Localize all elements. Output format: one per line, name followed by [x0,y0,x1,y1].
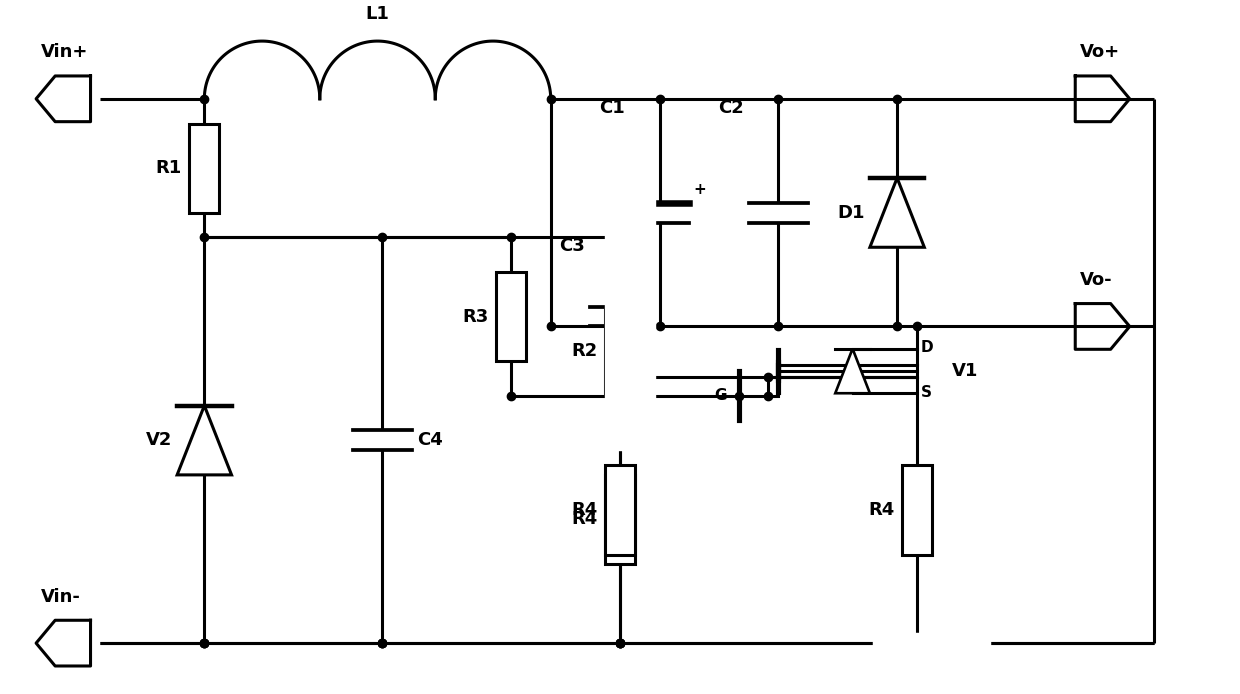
Text: V2: V2 [146,431,172,449]
Text: S: S [921,385,931,400]
Text: R3: R3 [463,307,489,325]
Bar [605,307,635,396]
Polygon shape [836,348,870,393]
Text: G: G [714,388,727,403]
Text: R4: R4 [570,510,598,528]
Text: R1: R1 [155,159,181,177]
Text: C2: C2 [718,99,744,117]
Text: +: + [693,182,706,197]
Text: Vo-: Vo- [1080,271,1112,289]
Polygon shape [177,405,232,475]
Text: Vin+: Vin+ [41,43,88,61]
Text: R4: R4 [570,501,598,519]
Bar [605,475,635,564]
Text: D: D [921,340,934,355]
Text: R2: R2 [570,342,598,360]
Text: Vin-: Vin- [41,588,81,606]
Text: Vo+: Vo+ [1080,43,1120,61]
Text: D1: D1 [837,203,866,221]
Bar [901,466,931,555]
Bar [496,272,526,361]
Bar [605,114,655,450]
Text: C1: C1 [599,99,625,117]
Text: C3: C3 [559,237,585,255]
Bar [190,124,219,212]
Text: V1: V1 [951,362,978,380]
Text: C4: C4 [417,431,443,449]
Polygon shape [870,178,924,247]
Text: L1: L1 [366,6,389,24]
Bar [605,466,635,555]
Text: R4: R4 [868,501,894,519]
